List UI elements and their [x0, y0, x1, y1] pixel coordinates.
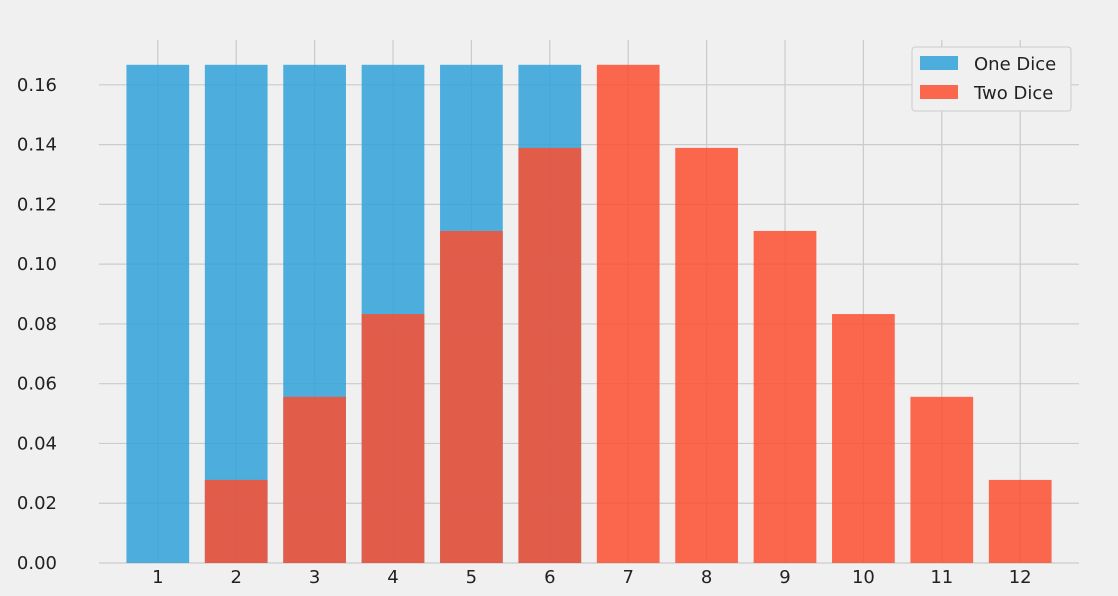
bar [518, 147, 582, 563]
x-tick-label: 11 [930, 567, 953, 588]
y-tick-label: 0.00 [17, 553, 57, 574]
bar [675, 147, 738, 563]
x-tick-label: 12 [1009, 567, 1032, 588]
y-tick-labels: 0.00 0.02 0.04 0.06 0.08 0.10 0.12 0.14 0.16 [17, 75, 57, 574]
bar [910, 396, 974, 563]
bar [283, 396, 346, 563]
legend-label: One Dice [974, 54, 1056, 75]
legend-label: Two Dice [973, 83, 1053, 104]
series-1-bars [204, 64, 1052, 563]
y-tick-label: 0.12 [17, 194, 57, 215]
y-tick-label: 0.14 [17, 135, 57, 156]
bar [126, 64, 190, 563]
legend-swatch [920, 56, 958, 70]
x-tick-label: 7 [622, 567, 633, 588]
x-tick-label: 6 [544, 567, 555, 588]
bars [126, 64, 1052, 563]
x-tick-label: 8 [701, 567, 712, 588]
bar [440, 230, 503, 563]
y-tick-label: 0.04 [17, 433, 57, 454]
y-tick-label: 0.16 [17, 75, 57, 96]
bar [596, 64, 660, 563]
y-tick-label: 0.08 [17, 314, 57, 335]
bar [832, 314, 895, 563]
y-tick-label: 0.02 [17, 493, 57, 514]
x-tick-label: 2 [230, 567, 241, 588]
y-tick-label: 0.06 [17, 374, 57, 395]
x-tick-label: 10 [852, 567, 875, 588]
bar [361, 314, 425, 563]
x-tick-label: 5 [466, 567, 477, 588]
x-tick-label: 4 [387, 567, 398, 588]
bar [204, 479, 268, 563]
bar [988, 479, 1052, 563]
x-tick-label: 1 [152, 567, 163, 588]
x-tick-label: 9 [779, 567, 790, 588]
legend: One Dice Two Dice [911, 46, 1072, 112]
bar [753, 230, 817, 563]
x-tick-labels: 1 2 3 4 5 6 7 8 9 10 11 12 [152, 567, 1032, 588]
x-tick-label: 3 [309, 567, 320, 588]
y-tick-label: 0.10 [17, 254, 57, 275]
legend-swatch [920, 85, 958, 99]
